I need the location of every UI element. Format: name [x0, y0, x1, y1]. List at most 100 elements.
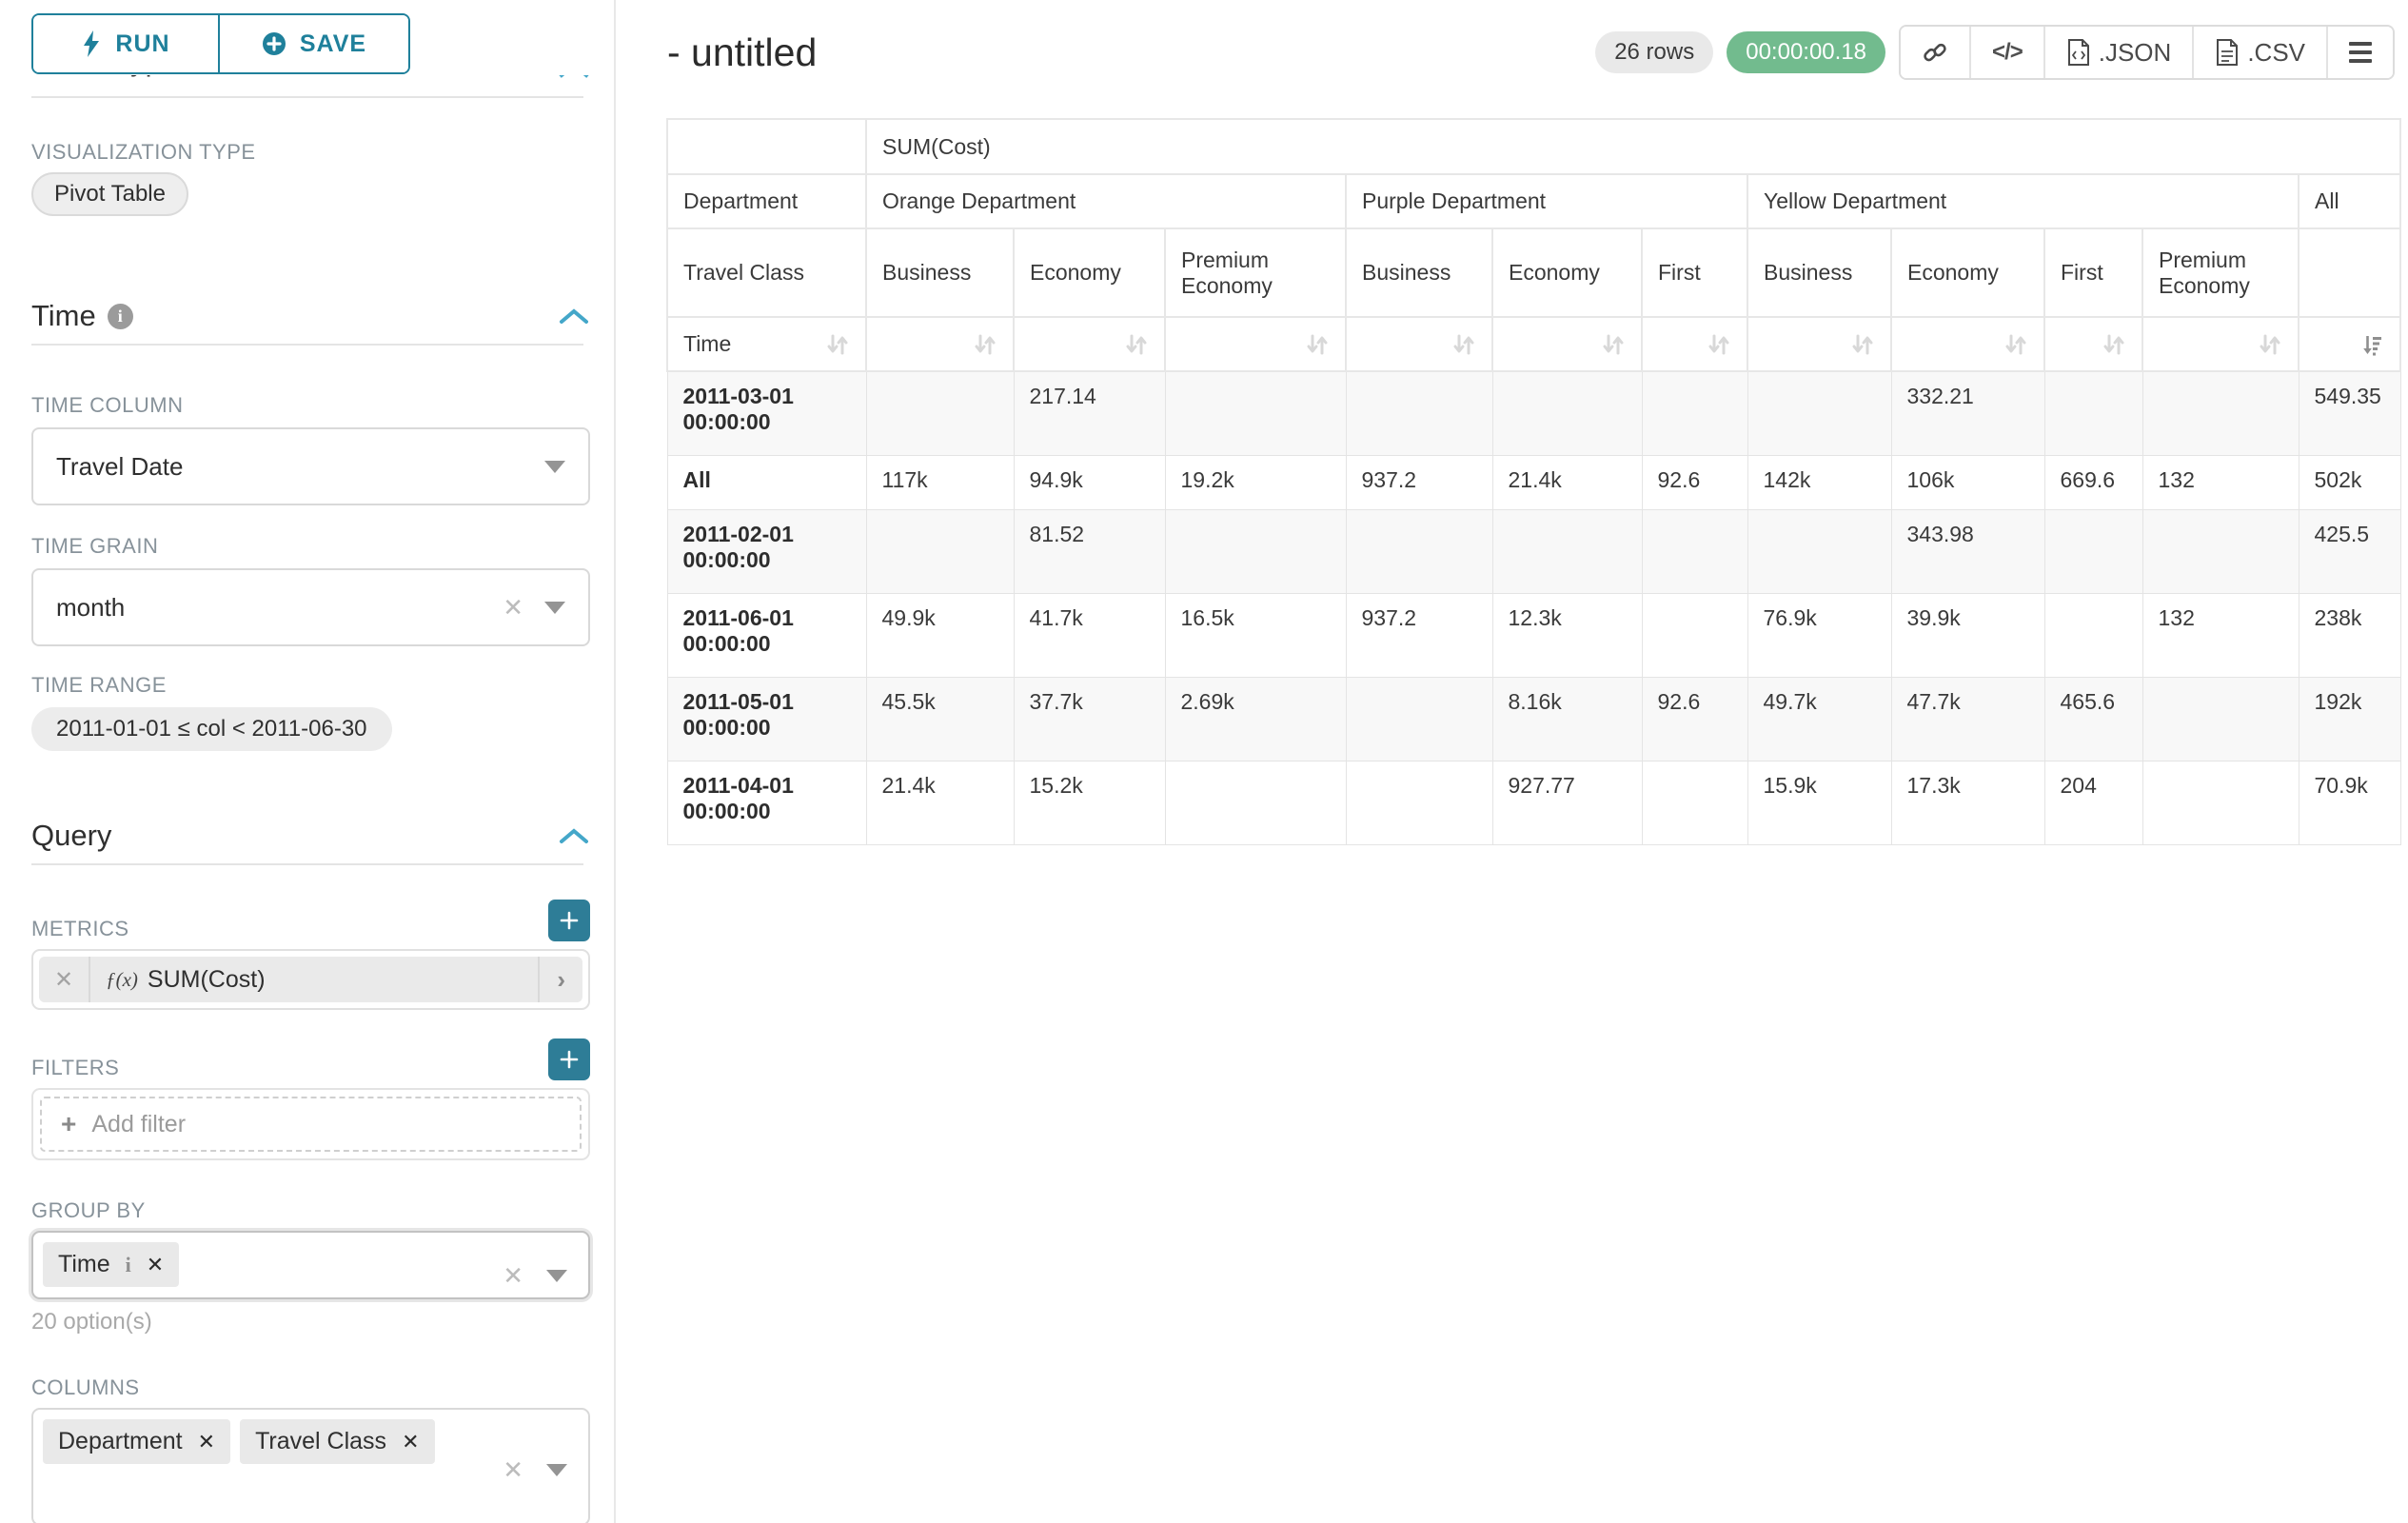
chevron-up-icon[interactable] [558, 307, 590, 326]
add-metric-button[interactable] [548, 900, 590, 941]
sortable-column-header[interactable] [2142, 316, 2299, 372]
pivot-value-cell [2142, 676, 2299, 762]
export-csv-button[interactable]: .CSV [2192, 27, 2326, 78]
sort-icon[interactable] [1850, 332, 1875, 357]
pivot-value-cell: 70.9k [2298, 760, 2401, 845]
sortable-column-header[interactable]: Time [666, 316, 867, 372]
query-duration-badge: 00:00:00.18 [1727, 31, 1886, 73]
remove-chip-icon[interactable]: ✕ [197, 1429, 216, 1454]
clear-icon[interactable]: ✕ [503, 592, 523, 622]
time-range-pill[interactable]: 2011-01-01 ≤ col < 2011-06-30 [31, 707, 392, 751]
chevron-down-icon [546, 1270, 567, 1282]
sort-icon[interactable] [2258, 332, 2282, 357]
chip-label: Department [58, 1428, 183, 1454]
remove-chip-icon[interactable]: ✕ [402, 1429, 420, 1454]
pivot-value-cell [1641, 760, 1748, 845]
sort-icon[interactable] [1601, 332, 1626, 357]
viz-type-pill[interactable]: Pivot Table [31, 172, 188, 216]
sort-icon[interactable] [2003, 332, 2028, 357]
pivot-row: 2011-03-01 00:00:00 217.14 332.21 549.35 [666, 370, 2401, 456]
time-section-header[interactable]: Time i [31, 296, 590, 336]
sortable-column-header[interactable] [1890, 316, 2045, 372]
travel-class-header-cell: Travel Class [666, 227, 867, 318]
remove-metric-icon[interactable]: ✕ [39, 957, 91, 1002]
time-column-select[interactable]: Travel Date [31, 427, 590, 505]
sortable-column-header[interactable] [1013, 316, 1166, 372]
columns-select[interactable]: Department ✕ Travel Class ✕ ✕ [31, 1408, 590, 1523]
metric-name: SUM(Cost) [147, 965, 266, 993]
sortable-column-header[interactable] [865, 316, 1015, 372]
selected-option-chip[interactable]: Time i ✕ [43, 1242, 180, 1287]
pivot-value-cell: 2.69k [1164, 676, 1347, 762]
class-header-cell: Business [1345, 227, 1493, 318]
selected-option-chip[interactable]: Travel Class ✕ [240, 1419, 435, 1464]
metric-pill[interactable]: ✕ ƒ(x) SUM(Cost) › [39, 957, 582, 1002]
sort-icon[interactable] [2102, 332, 2126, 357]
sortable-column-header[interactable] [1641, 316, 1748, 372]
sortable-column-header[interactable] [1164, 316, 1347, 372]
sortable-column-header[interactable] [2043, 316, 2143, 372]
save-button[interactable]: SAVE [218, 15, 408, 72]
pivot-value-cell: 192k [2298, 676, 2401, 762]
info-icon: i [107, 303, 133, 329]
pivot-row: 2011-05-01 00:00:00 45.5k 37.7k 2.69k 8.16k 9… [666, 676, 2401, 762]
pivot-value-cell: 8.16k [1491, 676, 1643, 762]
group-by-select[interactable]: Time i ✕ ✕ [31, 1231, 590, 1299]
sortable-column-header[interactable] [1345, 316, 1493, 372]
time-grain-select[interactable]: month ✕ [31, 568, 590, 646]
run-button[interactable]: RUN [33, 15, 218, 72]
pivot-value-cell: 132 [2142, 592, 2299, 678]
sort-descending-icon[interactable] [2359, 332, 2384, 357]
sortable-column-header[interactable] [2297, 316, 2402, 372]
remove-chip-icon[interactable]: ✕ [146, 1252, 165, 1276]
pivot-value-cell [2142, 370, 2299, 456]
pivot-value-cell: 21.4k [865, 760, 1015, 845]
clear-icon[interactable]: ✕ [503, 1455, 523, 1484]
pivot-value-cell [1164, 370, 1347, 456]
code-icon: </> [1992, 39, 2023, 65]
pivot-row: All 117k 94.9k 19.2k 937.2 21.4k 92.6 142k 106k 6… [666, 454, 2401, 510]
sort-icon[interactable] [1707, 332, 1731, 357]
pivot-value-cell: 45.5k [865, 676, 1015, 762]
pivot-table: SUM(Cost) Department Orange Department Purp… [666, 118, 2402, 845]
file-code-icon [2067, 39, 2089, 66]
sortable-column-header[interactable] [1491, 316, 1643, 372]
pivot-value-cell: 76.9k [1747, 592, 1892, 678]
viz-type-label: VISUALIZATION TYPE [31, 140, 256, 164]
sort-icon[interactable] [1305, 332, 1330, 357]
run-save-button-group: RUN SAVE [31, 13, 410, 74]
selected-option-chip[interactable]: Department ✕ [43, 1419, 231, 1464]
add-filter-dropzone[interactable]: + Add filter [40, 1097, 582, 1152]
sort-icon[interactable] [1124, 332, 1149, 357]
section-divider [31, 863, 583, 865]
export-toolbar: </> .JSON .CSV [1899, 25, 2395, 80]
sort-icon[interactable] [825, 332, 850, 357]
add-filter-button[interactable] [548, 1038, 590, 1080]
sort-icon[interactable] [973, 332, 997, 357]
pivot-value-cell: 92.6 [1641, 454, 1748, 510]
clear-icon[interactable]: ✕ [503, 1261, 523, 1290]
pivot-value-cell: 81.52 [1013, 508, 1166, 594]
share-link-button[interactable] [1901, 27, 1970, 78]
pivot-value-cell: 425.5 [2298, 508, 2401, 594]
view-query-button[interactable]: </> [1969, 27, 2043, 78]
pivot-value-cell: 669.6 [2043, 454, 2143, 510]
pivot-value-cell: 106k [1890, 454, 2045, 510]
chevron-up-icon[interactable] [558, 826, 590, 845]
menu-button[interactable] [2326, 27, 2393, 78]
chevron-right-icon[interactable]: › [538, 957, 582, 1002]
add-filter-text: Add filter [91, 1110, 187, 1137]
row-header-cell: 2011-03-01 00:00:00 [666, 370, 867, 456]
sortable-column-header[interactable] [1747, 316, 1892, 372]
pivot-value-cell [2043, 370, 2143, 456]
class-header-cell: Economy [1890, 227, 2045, 318]
query-section-header[interactable]: Query [31, 816, 590, 856]
run-label: RUN [115, 30, 170, 57]
department-header-cell: Purple Department [1345, 173, 1748, 229]
pivot-value-cell [1164, 508, 1347, 594]
sort-icon[interactable] [1451, 332, 1476, 357]
export-json-button[interactable]: .JSON [2043, 27, 2193, 78]
hamburger-icon [2349, 42, 2372, 63]
run-save-bar: RUN SAVE [0, 0, 614, 75]
section-divider [31, 344, 583, 346]
